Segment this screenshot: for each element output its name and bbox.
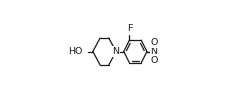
Text: HO: HO — [68, 47, 82, 56]
Text: N: N — [150, 47, 157, 56]
Text: O: O — [150, 56, 157, 65]
Text: F: F — [126, 24, 131, 33]
Text: N: N — [112, 47, 119, 56]
Text: O: O — [150, 38, 157, 47]
